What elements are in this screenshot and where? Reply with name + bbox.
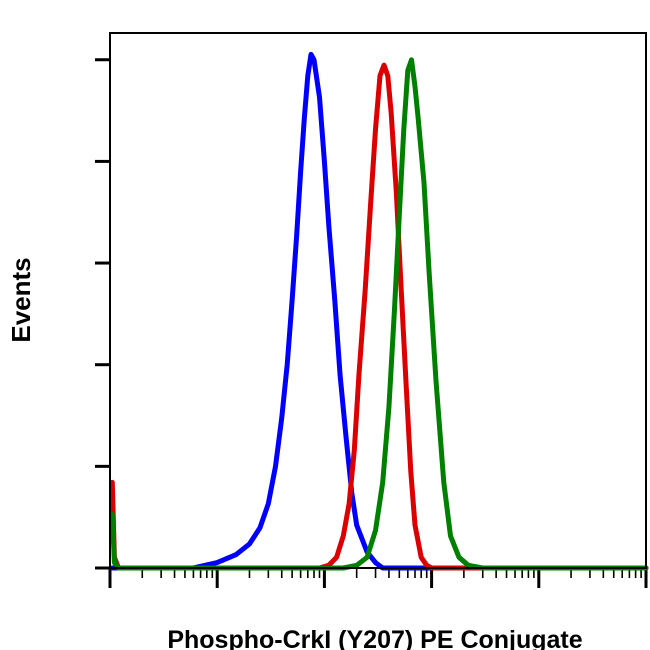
y-axis-title: Events (6, 257, 36, 342)
plot-area-frame (109, 32, 647, 569)
series-line-2 (109, 62, 649, 571)
series-layer (109, 51, 649, 571)
x-axis-title: Phospho-CrkI (Y207) PE Conjugate (167, 626, 582, 650)
series-line-1 (109, 51, 649, 571)
series-line-3 (109, 57, 649, 571)
